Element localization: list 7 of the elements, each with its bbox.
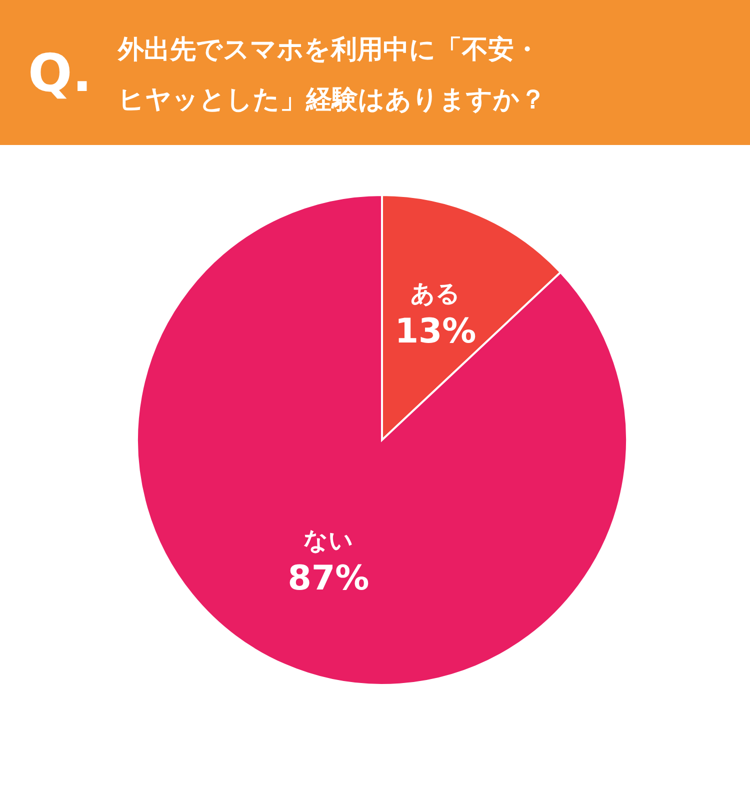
data-label: 13%	[394, 311, 476, 352]
chart-title: 外出先でスマホを利用中に「不安・ヒヤッとした」経験はありますか？	[117, 35, 546, 115]
slice-label: ある	[410, 279, 461, 308]
slice-label: ない	[303, 526, 354, 555]
data-label: 87%	[288, 558, 370, 599]
pie-slice	[136, 194, 628, 686]
text: Q.	[28, 44, 92, 104]
